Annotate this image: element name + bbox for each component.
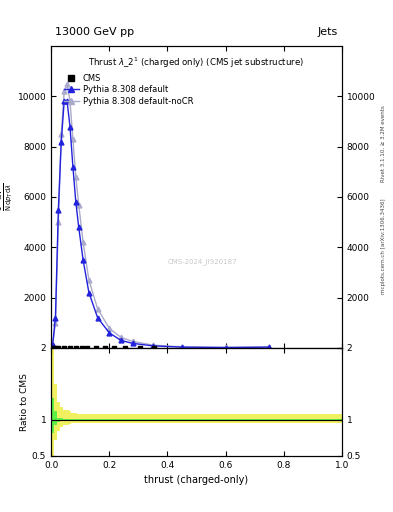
Pythia 8.308 default-noCR: [223, 345, 228, 351]
Legend: CMS, Pythia 8.308 default, Pythia 8.308 default-noCR: CMS, Pythia 8.308 default, Pythia 8.308 …: [61, 71, 196, 109]
Pythia 8.308 default: [62, 98, 66, 104]
Pythia 8.308 default: [81, 257, 85, 263]
Line: Pythia 8.308 default: Pythia 8.308 default: [50, 99, 272, 350]
CMS: [84, 344, 91, 352]
CMS: [73, 344, 79, 352]
Pythia 8.308 default: [59, 139, 64, 145]
CMS: [93, 344, 99, 352]
Pythia 8.308 default-noCR: [130, 338, 135, 345]
Text: CMS-2024_JI920187: CMS-2024_JI920187: [167, 259, 237, 265]
Pythia 8.308 default-noCR: [68, 98, 72, 104]
CMS: [50, 344, 56, 352]
Y-axis label: Ratio to CMS: Ratio to CMS: [20, 373, 29, 431]
Pythia 8.308 default: [151, 343, 155, 349]
CMS: [61, 344, 67, 352]
CMS: [52, 344, 59, 352]
CMS: [102, 344, 108, 352]
Pythia 8.308 default-noCR: [86, 277, 91, 283]
Pythia 8.308 default: [53, 315, 58, 321]
Y-axis label: $\frac{1}{\mathrm{N}}\frac{\mathrm{d}N}{\mathrm{d}p_T\mathrm{d}\lambda}$: $\frac{1}{\mathrm{N}}\frac{\mathrm{d}N}{…: [0, 183, 15, 211]
Pythia 8.308 default-noCR: [59, 131, 64, 137]
CMS: [67, 344, 73, 352]
Pythia 8.308 default: [68, 123, 72, 130]
Pythia 8.308 default: [267, 344, 272, 350]
Text: Thrust $\lambda$_2$^1$ (charged only) (CMS jet substructure): Thrust $\lambda$_2$^1$ (charged only) (C…: [88, 55, 305, 70]
Pythia 8.308 default: [56, 206, 61, 212]
CMS: [110, 344, 117, 352]
Pythia 8.308 default-noCR: [62, 88, 66, 94]
Pythia 8.308 default: [86, 289, 91, 295]
CMS: [55, 344, 62, 352]
Pythia 8.308 default: [130, 340, 135, 347]
Pythia 8.308 default-noCR: [76, 201, 81, 207]
Pythia 8.308 default-noCR: [71, 136, 75, 142]
Pythia 8.308 default-noCR: [119, 334, 123, 340]
Text: mcplots.cern.ch [arXiv:1306.3436]: mcplots.cern.ch [arXiv:1306.3436]: [381, 198, 386, 293]
CMS: [79, 344, 85, 352]
Pythia 8.308 default: [65, 98, 70, 104]
Text: 13000 GeV pp: 13000 GeV pp: [55, 27, 134, 37]
Pythia 8.308 default: [95, 315, 100, 321]
Pythia 8.308 default-noCR: [56, 219, 61, 225]
Text: Jets: Jets: [318, 27, 338, 37]
Pythia 8.308 default: [73, 199, 78, 205]
Pythia 8.308 default-noCR: [53, 319, 58, 326]
Pythia 8.308 default-noCR: [95, 306, 100, 312]
CMS: [122, 344, 129, 352]
X-axis label: thrust (charged-only): thrust (charged-only): [145, 475, 248, 485]
Pythia 8.308 default-noCR: [180, 344, 184, 350]
Text: Rivet 3.1.10, ≥ 3.2M events: Rivet 3.1.10, ≥ 3.2M events: [381, 105, 386, 182]
Pythia 8.308 default: [71, 164, 75, 170]
Pythia 8.308 default: [50, 343, 55, 349]
Pythia 8.308 default-noCR: [81, 239, 85, 245]
CMS: [137, 344, 143, 352]
Pythia 8.308 default-noCR: [267, 344, 272, 350]
Line: Pythia 8.308 default-noCR: Pythia 8.308 default-noCR: [50, 81, 272, 350]
Pythia 8.308 default: [76, 224, 81, 230]
Pythia 8.308 default-noCR: [73, 174, 78, 180]
CMS: [151, 344, 158, 352]
Pythia 8.308 default: [223, 345, 228, 351]
Pythia 8.308 default-noCR: [50, 343, 55, 349]
Pythia 8.308 default: [119, 337, 123, 344]
Pythia 8.308 default: [180, 344, 184, 350]
Pythia 8.308 default: [107, 330, 112, 336]
Pythia 8.308 default-noCR: [107, 325, 112, 331]
Pythia 8.308 default-noCR: [65, 81, 70, 87]
Pythia 8.308 default-noCR: [151, 342, 155, 348]
